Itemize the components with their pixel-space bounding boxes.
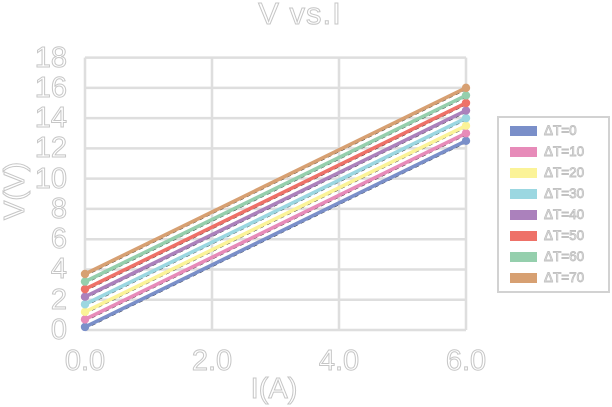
y-tick-label: 16 [34, 71, 67, 104]
x-tick-label: 4.0 [318, 345, 360, 377]
legend-swatch [510, 189, 537, 200]
data-point [80, 292, 90, 301]
series-line-dt-0 [84, 139, 467, 329]
series-line-dt-10 [84, 131, 467, 322]
legend-label: ΔT=20 [544, 165, 585, 181]
y-tick-label: 4 [50, 253, 67, 286]
y-tick-label: 14 [34, 102, 67, 135]
x-tick-label: 2.0 [191, 345, 233, 377]
series-line-dt-70 [84, 86, 467, 276]
legend-label: ΔT=50 [544, 227, 585, 243]
x-tick-label: 6.0 [445, 345, 487, 377]
x-axis-label: I(A) [250, 373, 298, 405]
data-point [80, 300, 90, 309]
legend-label: ΔT=0 [544, 123, 578, 139]
y-tick-label: 0 [50, 314, 67, 346]
legend: ΔT=0 ΔT=10 ΔT=20 ΔT=30 ΔT=40 ΔT=50 ΔT=60 ΔT=70 [497, 116, 610, 293]
y-tick-label: 12 [34, 132, 67, 165]
data-point [80, 284, 90, 294]
legend-item: ΔT=30 [499, 184, 608, 204]
legend-item: ΔT=0 [499, 121, 608, 141]
data-point [80, 277, 90, 286]
series-line-dt-30 [84, 116, 467, 306]
legend-swatch [510, 147, 537, 158]
data-point [80, 307, 90, 317]
series-line-dt-40 [84, 108, 467, 299]
legend-label: ΔT=70 [544, 269, 585, 285]
legend-item: ΔT=60 [499, 247, 608, 267]
y-tick-label: 10 [34, 162, 67, 195]
legend-item: ΔT=50 [499, 226, 608, 246]
legend-swatch [510, 168, 537, 179]
series-line-dt-50 [84, 101, 467, 291]
data-point [461, 106, 471, 115]
data-point [461, 91, 471, 100]
y-tick-label: 18 [34, 41, 67, 74]
y-tick-label: 2 [50, 283, 67, 316]
y-axis-label: V(V) [0, 162, 32, 221]
legend-label: ΔT=30 [544, 186, 585, 202]
legend-item: ΔT=40 [499, 205, 608, 225]
legend-item: ΔT=70 [499, 268, 608, 288]
series-line-dt-60 [84, 93, 467, 284]
chart-title: V vs.I [258, 0, 342, 32]
series-line-dt-20 [84, 124, 467, 314]
x-tick-label: 0.0 [64, 345, 106, 377]
data-point [461, 113, 471, 123]
data-point [461, 83, 471, 93]
y-tick-label: 8 [50, 192, 67, 225]
legend-swatch [510, 251, 537, 262]
legend-swatch [510, 126, 537, 137]
data-point [80, 315, 90, 324]
legend-label: ΔT=10 [544, 144, 585, 160]
data-point [461, 136, 471, 146]
legend-item: ΔT=10 [499, 142, 608, 162]
legend-swatch [510, 272, 537, 283]
y-tick-label: 6 [50, 223, 67, 256]
data-point [80, 269, 90, 279]
legend-item: ΔT=20 [499, 163, 608, 183]
data-point [461, 121, 471, 130]
legend-swatch [510, 230, 537, 241]
data-point [461, 129, 471, 138]
data-point [80, 322, 90, 332]
legend-swatch [510, 209, 537, 220]
data-point [461, 98, 471, 108]
legend-label: ΔT=40 [544, 206, 585, 222]
legend-label: ΔT=60 [544, 248, 585, 264]
